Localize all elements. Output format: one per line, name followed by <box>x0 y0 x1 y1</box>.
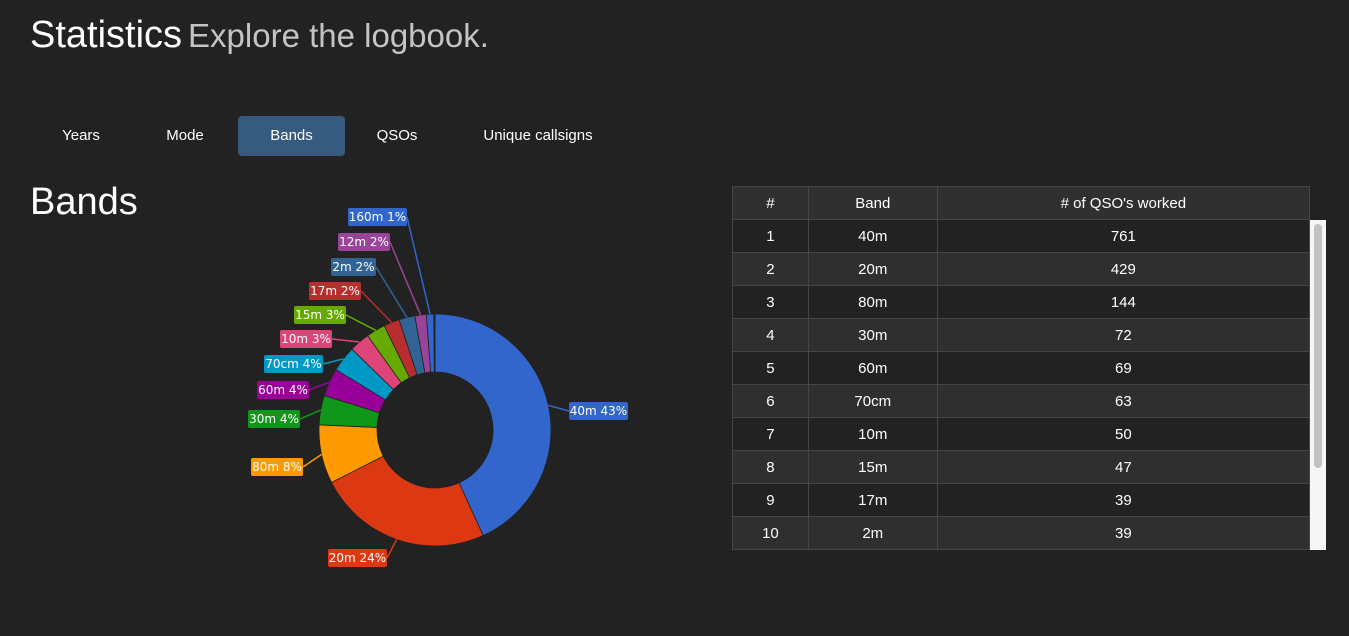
slice-40m[interactable] <box>434 313 552 537</box>
band-cell: 20m <box>807 252 938 286</box>
data-label-box <box>248 410 300 428</box>
table-scrollbar-thumb[interactable] <box>1314 224 1322 468</box>
bands-donut-chart: 40m 43% 20m 24% 80m 8% 30m 4% 60m 4% 70cm 4% 1… <box>248 208 628 567</box>
band-cell: 2m <box>807 516 938 550</box>
slice-20m[interactable] <box>330 455 484 547</box>
table-row: 4 30m 72 <box>732 318 1311 352</box>
data-label-box <box>331 258 376 276</box>
data-label-connector <box>331 338 360 343</box>
page-header: Statistics Explore the logbook. <box>30 14 489 57</box>
tab-bands[interactable]: Bands <box>238 116 345 156</box>
data-label-box <box>280 330 332 348</box>
band-cell: 80m <box>807 285 938 319</box>
rank-cell: 10 <box>732 516 809 550</box>
data-label-connector <box>386 539 398 559</box>
qso-count-cell: 429 <box>936 252 1311 286</box>
table-row: 5 60m 69 <box>732 351 1311 385</box>
qso-count-cell: 47 <box>936 450 1311 484</box>
table-row: 1 40m 761 <box>732 219 1311 253</box>
data-label-30m: 30m 4% <box>249 412 299 426</box>
qso-count-cell: 761 <box>936 219 1311 253</box>
band-cell: 10m <box>807 417 938 451</box>
table-header-row: # Band # of QSO's worked <box>732 186 1311 220</box>
rank-cell: 5 <box>732 351 809 385</box>
qso-count-cell: 144 <box>936 285 1311 319</box>
data-label-box <box>257 381 309 399</box>
data-label-70cm: 70cm 4% <box>265 357 321 371</box>
data-label-connector <box>548 404 570 412</box>
data-label-connector <box>360 290 393 323</box>
data-label-box <box>338 233 390 251</box>
data-label-connector <box>406 216 431 315</box>
tab-qsos[interactable]: QSOs <box>376 127 418 144</box>
rank-cell: 3 <box>732 285 809 319</box>
data-label-12m: 12m 2% <box>339 235 389 249</box>
data-label-connector <box>345 314 377 331</box>
data-label-box <box>309 282 361 300</box>
tab-mode[interactable]: Mode <box>166 127 204 144</box>
data-label-connector <box>389 241 422 316</box>
data-label-80m: 80m 8% <box>252 460 302 474</box>
band-cell: 30m <box>807 318 938 352</box>
qso-count-cell: 72 <box>936 318 1311 352</box>
qso-count-cell: 39 <box>936 516 1311 550</box>
qso-count-cell: 69 <box>936 351 1311 385</box>
rank-cell: 4 <box>732 318 809 352</box>
rank-cell: 1 <box>732 219 809 253</box>
data-label-160m: 160m 1% <box>349 210 406 224</box>
data-label-60m: 60m 4% <box>258 383 308 397</box>
data-label-20m: 20m 24% <box>329 551 386 565</box>
column-header-band: Band <box>807 186 938 220</box>
data-label-box <box>251 458 303 476</box>
table-row: 3 80m 144 <box>732 285 1311 319</box>
data-label-box <box>264 355 323 373</box>
column-header-rank: # <box>732 186 809 220</box>
data-label-connector <box>302 453 323 468</box>
rank-cell: 9 <box>732 483 809 517</box>
page-subtitle: Explore the logbook. <box>188 17 489 54</box>
band-cell: 70cm <box>807 384 938 418</box>
data-label-10m: 10m 3% <box>281 332 331 346</box>
qso-count-cell: 39 <box>936 483 1311 517</box>
data-label-connector <box>299 409 322 420</box>
tab-unique-callsigns[interactable]: Unique callsigns <box>483 127 593 144</box>
band-cell: 40m <box>807 219 938 253</box>
data-label-15m: 15m 3% <box>295 308 345 322</box>
data-label-box <box>569 402 628 420</box>
tab-years[interactable]: Years <box>62 127 100 144</box>
data-label-connector <box>375 266 408 318</box>
table-row: 9 17m 39 <box>732 483 1311 517</box>
data-label-box <box>348 208 407 226</box>
page-title: Statistics <box>30 14 183 56</box>
data-label-connector <box>308 381 330 391</box>
table-scrollbar[interactable] <box>1310 220 1326 550</box>
data-label-box <box>294 306 346 324</box>
data-label-2m: 2m 2% <box>332 260 374 274</box>
rank-cell: 7 <box>732 417 809 451</box>
band-cell: 60m <box>807 351 938 385</box>
band-cell: 15m <box>807 450 938 484</box>
table-row: 7 10m 50 <box>732 417 1311 451</box>
table-row: 10 2m 39 <box>732 516 1311 550</box>
bands-table-container: # Band # of QSO's worked 1 40m 761 2 20m 429… <box>732 186 1326 550</box>
rank-cell: 2 <box>732 252 809 286</box>
table-row: 6 70cm 63 <box>732 384 1311 418</box>
data-label-box <box>328 549 387 567</box>
bands-table: # Band # of QSO's worked 1 40m 761 2 20m 429… <box>732 186 1311 550</box>
data-label-40m: 40m 43% <box>570 404 627 418</box>
data-label-connector <box>322 358 344 365</box>
table-row: 2 20m 429 <box>732 252 1311 286</box>
rank-cell: 8 <box>732 450 809 484</box>
column-header-qsos: # of QSO's worked <box>936 186 1311 220</box>
data-label-17m: 17m 2% <box>310 284 360 298</box>
section-title: Bands <box>30 181 138 223</box>
qso-count-cell: 50 <box>936 417 1311 451</box>
table-row: 8 15m 47 <box>732 450 1311 484</box>
band-cell: 17m <box>807 483 938 517</box>
rank-cell: 6 <box>732 384 809 418</box>
qso-count-cell: 63 <box>936 384 1311 418</box>
